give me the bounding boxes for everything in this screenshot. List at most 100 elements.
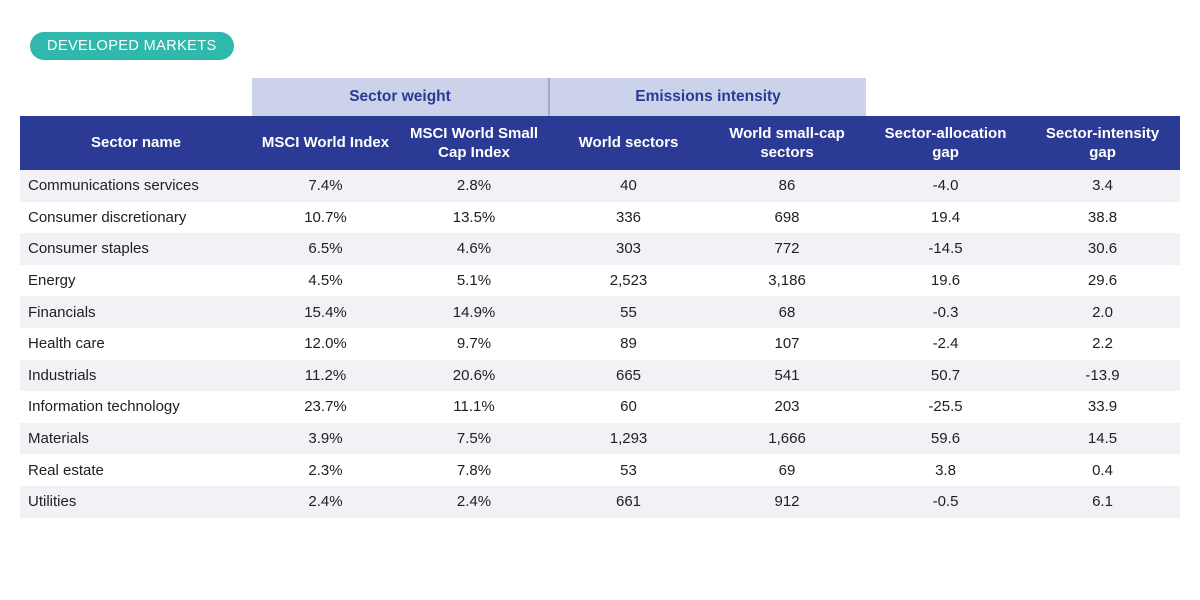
column-header-world-sectors: World sectors: [549, 116, 709, 170]
value-cell: 7.5%: [456, 430, 492, 448]
value-cell: 6.5%: [308, 240, 343, 258]
group-header-sector-weight: Sector weight: [252, 78, 551, 116]
value-cell: 11.2%: [304, 366, 347, 384]
developed-markets-badge: DEVELOPED MARKETS: [30, 32, 234, 60]
value-cell: 2.8%: [456, 177, 492, 195]
sector-table-container: Sector weight Emissions intensity Sector…: [20, 78, 1181, 518]
value-cell: 68: [778, 303, 796, 321]
sector-name-cell: Real estate: [28, 461, 104, 479]
sector-name-cell: Communications services: [28, 177, 199, 195]
sector-name-cell: Materials: [28, 430, 89, 448]
value-cell: 60: [620, 398, 637, 416]
sector-name-cell: Health care: [28, 335, 105, 353]
value-cell: 30.6: [1087, 240, 1118, 258]
value-cell: 2.4%: [308, 493, 343, 511]
value-cell: 55: [620, 303, 637, 321]
table-row: Industrials 11.2% 20.6% 665 541 50.7 -13…: [20, 359, 1181, 392]
value-cell: 9.7%: [456, 335, 492, 353]
sector-name-cell: Energy: [28, 272, 76, 290]
column-header-msci-world-index: MSCI World Index: [252, 116, 399, 170]
value-cell: 0.4: [1092, 461, 1113, 479]
value-cell: 203: [774, 398, 800, 416]
value-cell: 6.1: [1092, 493, 1113, 511]
column-group-header-row: Sector weight Emissions intensity: [20, 78, 1181, 116]
table-row: Consumer discretionary 10.7% 13.5% 336 6…: [20, 201, 1181, 234]
value-cell: 7.4%: [308, 177, 343, 195]
value-cell: 89: [620, 335, 637, 353]
value-cell: 20.6%: [452, 366, 496, 384]
value-cell: 29.6: [1087, 272, 1118, 290]
value-cell: -4.0: [932, 177, 959, 195]
column-header-sector-name: Sector name: [20, 116, 252, 170]
value-cell: 107: [774, 335, 800, 353]
value-cell: 1,666: [768, 430, 806, 448]
value-cell: -0.5: [932, 493, 959, 511]
sector-name-cell: Industrials: [28, 366, 97, 384]
value-cell: 12.0%: [304, 335, 347, 353]
value-cell: 1,293: [609, 430, 648, 448]
value-cell: 912: [774, 493, 800, 511]
value-cell: 14.9%: [452, 303, 496, 321]
value-cell: 53: [620, 461, 637, 479]
value-cell: 2.4%: [456, 493, 492, 511]
value-cell: 665: [616, 366, 642, 384]
value-cell: -14.5: [928, 240, 963, 258]
group-spacer: [866, 78, 1181, 116]
table-row: Energy 4.5% 5.1% 2,523 3,186 19.6 29.6: [20, 264, 1181, 297]
group-spacer: [20, 78, 252, 116]
table-row: Materials 3.9% 7.5% 1,293 1,666 59.6 14.…: [20, 422, 1181, 455]
sector-name-cell: Consumer discretionary: [28, 208, 187, 226]
column-header-world-small-cap-sectors: World small-cap sectors: [708, 116, 867, 170]
table-row: Consumer staples 6.5% 4.6% 303 772 -14.5…: [20, 233, 1181, 265]
value-cell: 5.1%: [456, 272, 492, 290]
value-cell: 4.5%: [308, 272, 343, 290]
value-cell: -13.9: [1085, 366, 1120, 384]
table-row: Information technology 23.7% 11.1% 60 20…: [20, 391, 1181, 423]
value-cell: 33.9: [1087, 398, 1118, 416]
value-cell: 10.7%: [304, 208, 347, 226]
value-cell: 2,523: [609, 272, 648, 290]
value-cell: 11.1%: [453, 398, 495, 416]
value-cell: 69: [778, 461, 796, 479]
value-cell: 541: [774, 366, 800, 384]
value-cell: 19.4: [930, 208, 961, 226]
table-row: Health care 12.0% 9.7% 89 107 -2.4 2.2: [20, 327, 1181, 360]
value-cell: 3,186: [768, 272, 806, 290]
sector-name-cell: Consumer staples: [28, 240, 149, 258]
value-cell: -2.4: [932, 335, 959, 353]
sector-name-cell: Utilities: [28, 493, 77, 511]
value-cell: 698: [774, 208, 800, 226]
column-header-sector-allocation-gap: Sector-allocation gap: [866, 116, 1026, 170]
value-cell: 7.8%: [456, 461, 492, 479]
sector-name-cell: Financials: [28, 303, 96, 321]
value-cell: 13.5%: [452, 208, 496, 226]
table-row: Real estate 2.3% 7.8% 53 69 3.8 0.4: [20, 454, 1181, 486]
column-header-msci-world-small-cap-index: MSCI World Small Cap Index: [399, 116, 550, 170]
value-cell: -0.3: [932, 303, 959, 321]
table-row: Financials 15.4% 14.9% 55 68 -0.3 2.0: [20, 296, 1181, 328]
value-cell: 23.7%: [304, 398, 347, 416]
value-cell: 2.0: [1092, 303, 1113, 321]
column-header-row: Sector name MSCI World Index MSCI World …: [20, 116, 1181, 170]
group-header-emissions-intensity: Emissions intensity: [549, 78, 867, 116]
value-cell: 303: [616, 240, 642, 258]
value-cell: 3.9%: [308, 430, 343, 448]
value-cell: 15.4%: [304, 303, 347, 321]
value-cell: 14.5: [1087, 430, 1118, 448]
value-cell: 38.8: [1087, 208, 1118, 226]
value-cell: 86: [778, 177, 796, 195]
table-row: Communications services 7.4% 2.8% 40 86 …: [20, 170, 1181, 202]
value-cell: 59.6: [930, 430, 961, 448]
table-row: Utilities 2.4% 2.4% 661 912 -0.5 6.1: [20, 485, 1181, 518]
value-cell: 3.4: [1092, 177, 1113, 195]
sector-emissions-table: Sector weight Emissions intensity Sector…: [20, 78, 1181, 518]
value-cell: 772: [774, 240, 800, 258]
value-cell: 40: [620, 177, 637, 195]
value-cell: 50.7: [930, 366, 961, 384]
value-cell: -25.5: [928, 398, 963, 416]
value-cell: 2.2: [1092, 335, 1113, 353]
value-cell: 336: [616, 208, 642, 226]
value-cell: 661: [616, 493, 642, 511]
value-cell: 3.8: [935, 461, 956, 479]
